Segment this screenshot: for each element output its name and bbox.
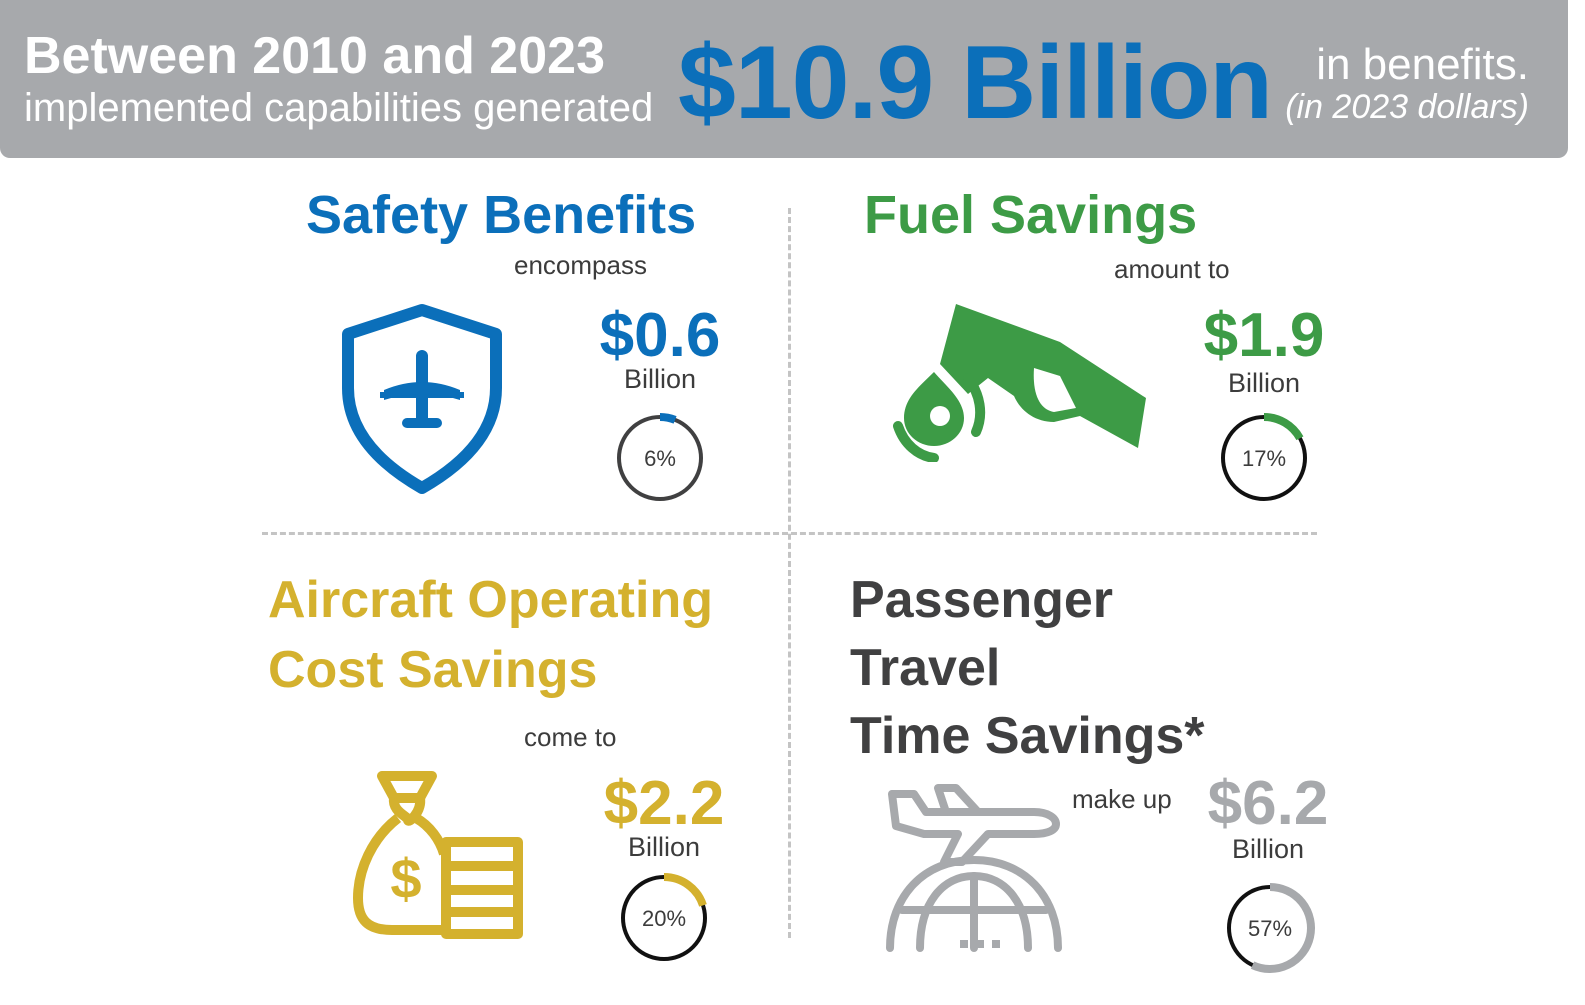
passenger-title-line2: Travel (850, 639, 1001, 697)
fuel-percent-label: 17% (1242, 446, 1286, 471)
horizontal-divider (262, 532, 1317, 535)
aircraft-verb: come to (524, 722, 617, 752)
fuel-amount: $1.9 (1203, 301, 1325, 370)
passenger-percent-label: 57% (1248, 916, 1292, 941)
aircraft-amount: $2.2 (603, 769, 725, 838)
summary-banner (0, 0, 1568, 158)
passenger-percent-arc (1250, 883, 1315, 973)
passenger-title-line3: Time Savings* (850, 707, 1205, 765)
aircraft-title-line1: Aircraft Operating (268, 571, 713, 629)
safety-amount: $0.6 (599, 301, 721, 370)
passenger-verb: make up (1072, 784, 1172, 814)
safety-verb: encompass (514, 250, 647, 280)
shield-airplane-icon (342, 304, 502, 494)
airplane-globe-icon (886, 784, 1062, 952)
safety-unit: Billion (623, 364, 697, 394)
passenger-percent-donut: 57% (1227, 883, 1315, 973)
fuel-percent-arc (1263, 413, 1304, 441)
passenger-amount: $6.2 (1207, 769, 1329, 838)
svg-text:$: $ (390, 847, 421, 910)
banner-right-line1: in benefits. (1316, 40, 1529, 89)
aircraft-title-line2: Cost Savings (268, 641, 598, 699)
fuel-unit: Billion (1227, 368, 1301, 398)
fuel-percent-donut: 17% (1221, 413, 1307, 501)
aircraft-percent-donut: 20% (621, 873, 707, 961)
banner-right-line2: (in 2023 dollars) (1285, 88, 1529, 126)
safety-title: Safety Benefits (306, 185, 697, 245)
passenger-title-line1: Passenger (850, 571, 1114, 629)
fuel-nozzle-icon (893, 304, 1146, 462)
vertical-divider (788, 208, 791, 938)
banner-line2: implemented capabilities generated (24, 86, 654, 130)
safety-percent-donut: 6% (617, 413, 703, 501)
money-bag-icon: $ (353, 771, 523, 939)
aircraft-percent-label: 20% (642, 906, 686, 931)
safety-percent-label: 6% (644, 446, 676, 471)
fuel-verb: amount to (1114, 254, 1230, 284)
banner-line1: Between 2010 and 2023 (24, 27, 605, 85)
passenger-unit: Billion (1231, 834, 1305, 864)
banner-total: $10.9 Billion (678, 25, 1273, 141)
fuel-title: Fuel Savings (864, 185, 1198, 245)
aircraft-percent-arc (663, 873, 707, 907)
safety-percent-arc (659, 413, 677, 424)
aircraft-unit: Billion (627, 832, 701, 862)
